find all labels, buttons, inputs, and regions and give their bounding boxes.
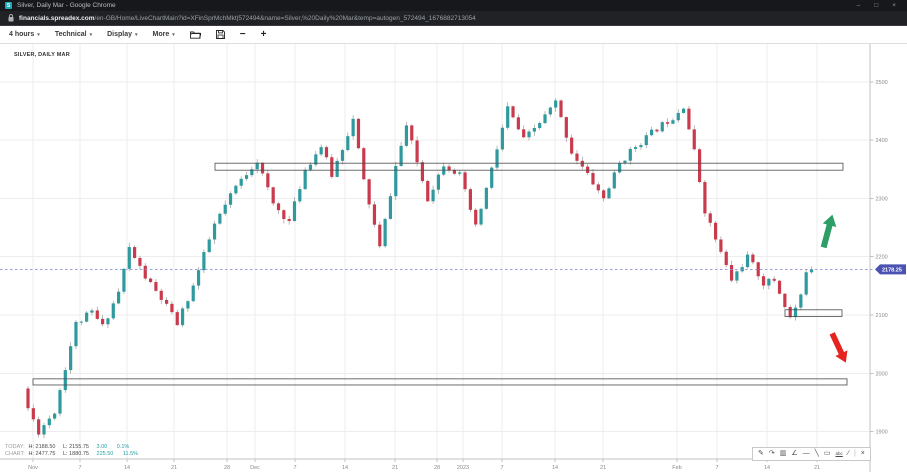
- window-minimize-button[interactable]: –: [856, 2, 861, 9]
- chevron-down-icon: ▾: [135, 31, 138, 38]
- timeframe-dropdown[interactable]: 4 hours ▾: [9, 31, 40, 38]
- chevron-down-icon: ▾: [89, 31, 93, 38]
- chart-high: H: 2477.75: [28, 451, 56, 457]
- chart-stats-legend: TODAY: H: 2188.50 L: 2155.75 3.00 0.1% C…: [5, 444, 146, 458]
- chart-area: Nov 7 14 21 28 Dec 7 14 21 28 2023 7 14 21 Feb 7 14 21 250…: [0, 44, 907, 472]
- draw-angle-icon[interactable]: ∠: [791, 450, 798, 457]
- x-axis-tick-label: 21: [814, 465, 820, 471]
- zoom-out-button[interactable]: −: [239, 28, 246, 40]
- x-axis-tick-label: 2023: [457, 465, 469, 471]
- x-axis-tick-label: 21: [392, 465, 398, 471]
- window-title-bar: S Silver, Daily Mar - Google Chrome – □ …: [0, 0, 907, 11]
- chart-change: 225.50: [96, 451, 114, 457]
- x-axis-tick-label: 21: [600, 465, 606, 471]
- x-axis-tick-label: 7: [293, 465, 296, 471]
- timeframe-dropdown-label: 4 hours: [9, 31, 35, 38]
- display-dropdown-label: Display: [107, 31, 133, 38]
- price-badge-value: 2178.25: [882, 268, 902, 274]
- chart-symbol-label: SILVER, DAILY MAR: [14, 52, 70, 58]
- x-axis-tick-label: 14: [124, 465, 130, 471]
- today-change-pct: 0.1%: [116, 444, 130, 450]
- y-axis-tick-label: 2100: [876, 313, 888, 319]
- draw-fib-grid-icon[interactable]: ▥: [779, 450, 787, 457]
- y-axis-tick-label: 2400: [876, 138, 888, 144]
- folder-icon: [189, 31, 201, 39]
- more-dropdown[interactable]: More ▾: [153, 31, 175, 38]
- today-stats-row: TODAY: H: 2188.50 L: 2155.75 3.00 0.1%: [5, 444, 146, 451]
- chart-toolbar: 4 hours ▾ Technical ▾ Display ▾ More ▾ −…: [0, 26, 907, 44]
- zoom-in-button[interactable]: +: [260, 28, 267, 40]
- y-axis-tick-label: 2200: [876, 255, 888, 261]
- drawn-zone-rectangle[interactable]: [214, 162, 844, 171]
- window-maximize-button[interactable]: □: [874, 2, 879, 9]
- draw-text-icon[interactable]: abc: [835, 451, 843, 456]
- y-axis-tick-label: 2000: [876, 371, 888, 377]
- chart-stats-row: CHART: H: 2477.75 L: 1880.75 225.50 11.5…: [5, 451, 146, 458]
- display-dropdown[interactable]: Display ▾: [107, 31, 137, 38]
- lock-icon: [8, 14, 14, 22]
- x-axis-tick-label: Nov: [28, 465, 38, 471]
- url-domain: financials.spreadex.com: [19, 14, 95, 22]
- x-axis-tick-label: 28: [224, 465, 230, 471]
- x-axis-tick-label: 14: [552, 465, 558, 471]
- drawn-zone-rectangle[interactable]: [32, 378, 848, 386]
- save-icon: [215, 30, 225, 39]
- url-path: /en-GB/Home/LiveChartMain?id=XFinSprMchM…: [94, 14, 476, 22]
- technical-dropdown[interactable]: Technical ▾: [55, 31, 92, 38]
- drawing-tools-toolbar: ✎ ↷ ▥ ∠ — ╲ ▭ abc ∕ | ×: [752, 447, 871, 461]
- chart-canvas[interactable]: Nov 7 14 21 28 Dec 7 14 21 28 2023 7 14 21 Feb 7 14 21 250…: [0, 44, 907, 472]
- x-axis-tick-label: 7: [715, 465, 718, 471]
- chart-low: L: 1880.75: [62, 451, 89, 457]
- today-low: L: 2155.75: [62, 444, 89, 450]
- grid-layer: Nov 7 14 21 28 Dec 7 14 21 28 2023 7 14 21 Feb 7 14 21 250…: [0, 44, 888, 471]
- chevron-down-icon: ▾: [172, 31, 175, 38]
- today-label: TODAY:: [5, 444, 25, 450]
- spreadex-favicon-icon: S: [5, 2, 12, 9]
- open-folder-button[interactable]: [189, 30, 201, 39]
- y-axis-tick-label: 2500: [876, 80, 888, 86]
- x-axis-tick-label: 28: [434, 465, 440, 471]
- x-axis-tick-label: 7: [78, 465, 81, 471]
- url-text: financials.spreadex.com/en-GB/Home/LiveC…: [19, 15, 476, 22]
- window-title: Silver, Daily Mar - Google Chrome: [17, 2, 116, 9]
- today-high: H: 2188.50: [28, 444, 56, 450]
- draw-close-icon[interactable]: ×: [860, 450, 865, 457]
- y-axis-tick-label: 2300: [876, 196, 888, 202]
- plus-icon: +: [260, 28, 267, 40]
- draw-trendline-icon[interactable]: ╲: [814, 450, 819, 457]
- x-axis-tick-label: Feb: [672, 465, 681, 471]
- minus-icon: −: [239, 28, 246, 40]
- x-axis-tick-label: Dec: [250, 465, 260, 471]
- draw-redo-arrow-icon[interactable]: ↷: [768, 450, 775, 457]
- x-axis-tick-label: 14: [342, 465, 348, 471]
- chevron-down-icon: ▾: [37, 31, 40, 38]
- candles-layer: [26, 98, 814, 439]
- save-chart-button[interactable]: [215, 30, 225, 39]
- draw-rectangle-icon[interactable]: ▭: [823, 450, 831, 457]
- draw-horizontal-line-icon[interactable]: —: [802, 450, 810, 457]
- y-axis-tick-label: 1900: [876, 430, 888, 436]
- trend-arrow-up[interactable]: [817, 213, 839, 249]
- x-axis-tick-label: 7: [500, 465, 503, 471]
- technical-dropdown-label: Technical: [54, 31, 87, 38]
- price-badge: 2178.25: [875, 264, 906, 275]
- x-axis-tick-label: 14: [764, 465, 770, 471]
- window-close-button[interactable]: ×: [892, 2, 896, 9]
- chart-range-label: CHART:: [5, 451, 25, 457]
- today-change: 3.00: [96, 444, 108, 450]
- toolbar-divider: |: [853, 450, 856, 457]
- draw-diagonal-icon[interactable]: ∕: [847, 450, 849, 457]
- x-axis-tick-label: 21: [171, 465, 177, 471]
- trend-arrow-down[interactable]: [826, 331, 852, 366]
- address-bar[interactable]: financials.spreadex.com/en-GB/Home/LiveC…: [0, 11, 907, 26]
- draw-pointer-icon[interactable]: ✎: [758, 450, 764, 457]
- drawn-zone-rectangle[interactable]: [784, 309, 843, 317]
- more-dropdown-label: More: [152, 31, 170, 38]
- chart-change-pct: 11.5%: [122, 451, 139, 457]
